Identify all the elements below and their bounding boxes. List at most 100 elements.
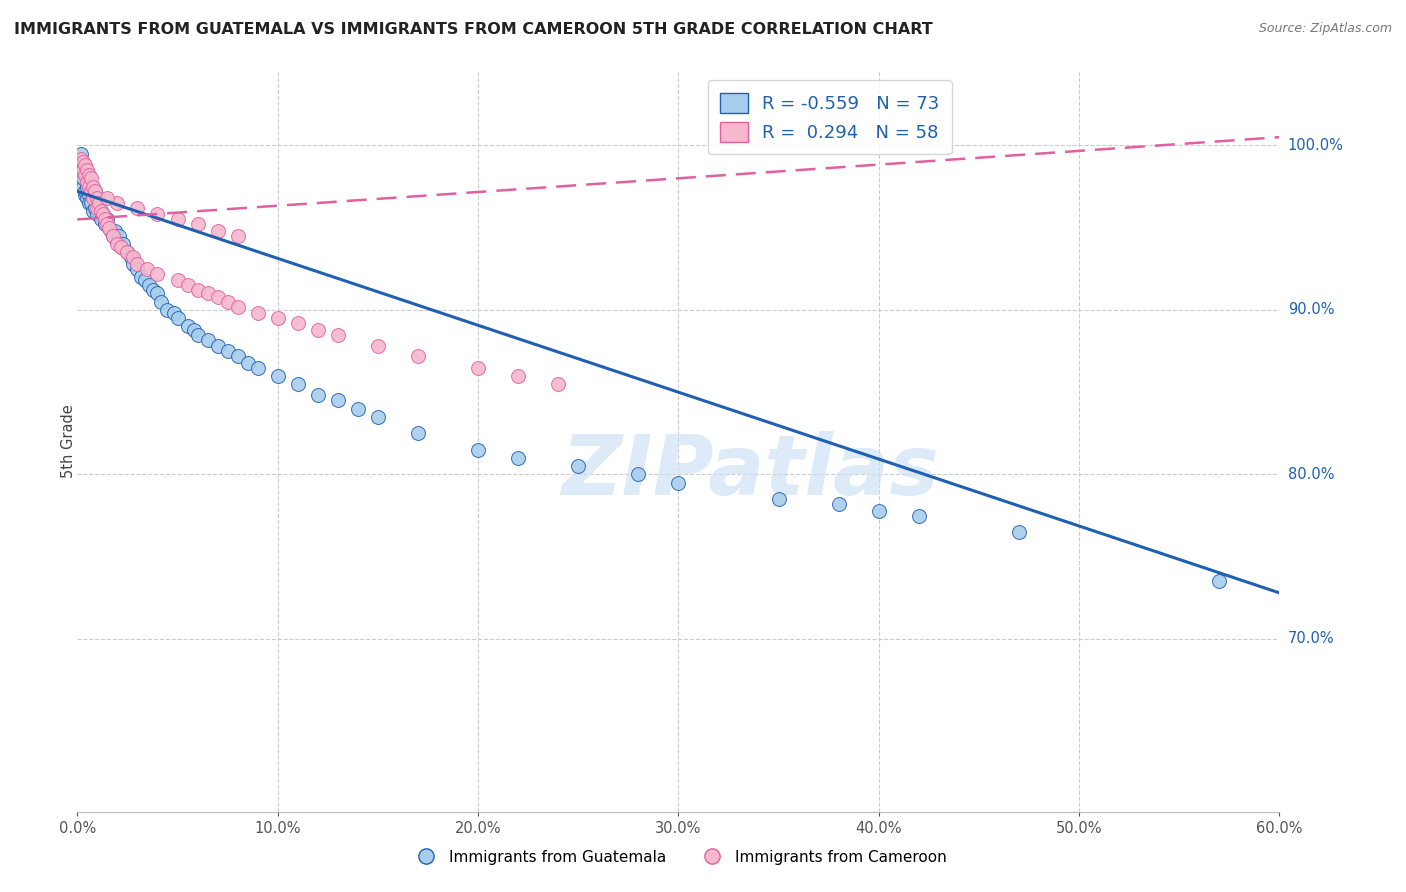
Point [1008,524,1031,539]
Point [226,349,249,363]
Point [76,191,98,205]
Point [104,224,127,238]
Point [80,185,103,199]
Point [287,376,309,391]
Point [467,360,489,375]
Text: 100.0%: 100.0% [1288,138,1344,153]
Point [186,283,209,297]
Point [127,257,149,271]
Point [96,218,118,232]
Point [146,207,169,221]
Point [79,196,101,211]
Point [72,179,94,194]
Point [166,212,188,227]
Text: ZIPatlas: ZIPatlas [561,431,939,512]
Point [307,323,329,337]
Point [267,368,290,383]
Point [307,388,329,402]
Point [508,368,530,383]
Point [86,191,108,205]
Point [406,349,429,363]
Point [79,179,101,194]
Point [236,355,259,369]
Legend: Immigrants from Guatemala, Immigrants from Cameroon: Immigrants from Guatemala, Immigrants fr… [405,844,952,871]
Point [98,220,121,235]
Point [70,146,93,161]
Point [90,204,112,219]
Text: Source: ZipAtlas.com: Source: ZipAtlas.com [1258,22,1392,36]
Point [207,290,229,304]
Point [217,344,239,359]
Point [80,196,103,211]
Point [217,294,239,309]
Point [246,306,269,320]
Point [1208,574,1230,589]
Point [98,220,121,235]
Point [367,409,389,424]
Point [90,212,112,227]
Point [547,376,569,391]
Point [82,191,104,205]
Point [90,204,112,219]
Point [76,179,98,194]
Point [82,204,104,219]
Point [84,185,107,199]
Point [197,333,219,347]
Point [326,393,349,408]
Point [89,201,111,215]
Point [103,228,125,243]
Point [142,283,165,297]
Point [67,163,90,178]
Point [84,201,107,215]
Point [96,212,118,227]
Point [70,154,93,169]
Point [136,261,159,276]
Point [94,212,117,227]
Point [86,207,108,221]
Y-axis label: 5th Grade: 5th Grade [62,405,76,478]
Point [75,158,97,172]
Point [508,450,530,465]
Point [176,278,198,293]
Point [117,245,139,260]
Point [75,168,97,182]
Point [186,218,209,232]
Point [112,237,135,252]
Point [627,467,650,482]
Point [122,257,145,271]
Point [84,185,107,199]
Point [108,228,131,243]
Point [246,360,269,375]
Point [86,201,108,215]
Point [75,185,97,199]
Point [96,191,118,205]
Point [76,163,98,178]
Point [100,224,122,238]
Point [82,179,104,194]
Point [70,152,93,166]
Text: 90.0%: 90.0% [1288,302,1334,318]
Point [868,503,890,517]
Point [347,401,370,416]
Point [75,187,97,202]
Point [326,327,349,342]
Point [668,475,690,490]
Point [828,497,851,511]
Point [76,175,98,189]
Point [86,191,108,205]
Point [122,250,145,264]
Point [908,508,931,523]
Point [138,278,160,293]
Point [156,302,179,317]
Point [131,270,153,285]
Point [567,459,589,474]
Point [146,286,169,301]
Point [117,245,139,260]
Point [267,311,290,326]
Point [166,311,188,326]
Point [67,154,90,169]
Point [93,207,115,221]
Point [183,323,205,337]
Point [287,316,309,330]
Point [103,228,125,243]
